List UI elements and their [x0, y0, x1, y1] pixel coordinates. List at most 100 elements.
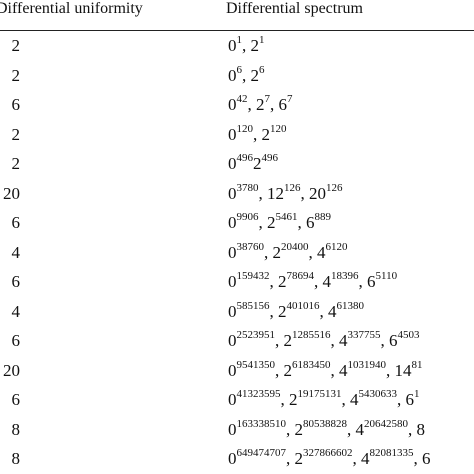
spectrum-exponent: 120 — [270, 122, 287, 135]
uniformity-cell: 8 — [11, 419, 21, 439]
spectrum-separator: , — [308, 242, 317, 262]
spectrum-base: 0 — [228, 154, 237, 173]
table-row: 2 0120, 2120 — [0, 120, 474, 149]
spectrum-exponent: 6 — [236, 63, 243, 76]
spectrum-cell: 0585156, 2401016, 461380 — [228, 300, 364, 324]
uniformity-cell: 2 — [11, 154, 21, 173]
spectrum-exponent: 9906 — [236, 211, 259, 223]
table-row: 8 0649474707, 2327866602, 482081335, 6 — [0, 444, 474, 473]
spectrum-separator: , — [413, 449, 422, 468]
spectrum-base: 6 — [405, 390, 415, 409]
spectrum-exponent: 20642580 — [364, 417, 408, 430]
spectrum-separator: , — [386, 360, 395, 380]
spectrum-exponent: 585156 — [236, 299, 270, 312]
spectrum-cell: 09906, 25461, 6889 — [228, 211, 331, 235]
spectrum-exponent: 2523951 — [236, 329, 276, 341]
spectrum-base: 0 — [228, 242, 237, 262]
spectrum-separator: , — [397, 390, 406, 409]
spectrum-base: 12 — [267, 183, 284, 203]
spectrum-exponent: 80538828 — [303, 417, 347, 430]
table-row: 2 06, 26 — [0, 61, 474, 90]
uniformity-cell: 6 — [11, 390, 21, 409]
spectrum-base: 0 — [228, 301, 237, 321]
spectrum-separator: , — [300, 183, 309, 203]
header-differential-uniformity: Differential uniformity — [0, 0, 143, 17]
spectrum-separator: , — [358, 272, 367, 291]
spectrum-separator: , — [330, 360, 339, 380]
spectrum-exponent: 126 — [284, 181, 301, 194]
spectrum-base: 2 — [294, 449, 304, 468]
table-row: 6 09906, 25461, 6889 — [0, 208, 474, 237]
spectrum-base: 6 — [422, 449, 431, 468]
spectrum-base: 20 — [309, 183, 326, 203]
spectrum-separator: , — [297, 213, 306, 232]
spectrum-exponent: 337755 — [347, 329, 381, 341]
spectrum-separator: , — [258, 213, 267, 232]
spectrum-exponent: 5110 — [375, 270, 398, 282]
spectrum-cell: 09541350, 26183450, 41031940, 1481 — [228, 359, 423, 383]
spectrum-separator: , — [380, 331, 389, 350]
spectrum-separator: , — [286, 419, 295, 439]
spectrum-separator: , — [341, 390, 350, 409]
spectrum-separator: , — [242, 65, 251, 85]
spectrum-exponent: 163338510 — [236, 417, 287, 430]
spectrum-base: 2 — [294, 419, 304, 439]
spectrum-cell: 02523951, 21285516, 4337755, 64503 — [228, 329, 420, 353]
uniformity-cell: 20 — [3, 183, 20, 203]
spectrum-separator: , — [269, 301, 278, 321]
spectrum-exponent: 41323595 — [236, 388, 281, 400]
spectrum-separator: , — [247, 95, 256, 114]
spectrum-base: 2 — [278, 301, 287, 321]
spectrum-exponent: 1285516 — [292, 329, 331, 341]
spectrum-cell: 03780, 12126, 20126 — [228, 182, 343, 206]
uniformity-cell: 8 — [11, 449, 21, 468]
spectrum-separator: , — [330, 331, 339, 350]
spectrum-base: 4 — [322, 272, 332, 291]
spectrum-exponent: 38760 — [236, 240, 265, 253]
spectrum-base: 0 — [228, 65, 237, 85]
uniformity-cell: 2 — [11, 36, 21, 55]
table-row: 20 09541350, 26183450, 41031940, 1481 — [0, 356, 474, 385]
spectrum-base: 6 — [389, 331, 398, 350]
spectrum-base: 4 — [350, 390, 359, 409]
spectrum-base: 0 — [228, 331, 237, 350]
spectrum-separator: , — [275, 331, 284, 350]
spectrum-separator: , — [352, 449, 361, 468]
spectrum-base: 2 — [278, 272, 287, 291]
spectrum-separator: , — [258, 183, 267, 203]
table-row: 6 02523951, 21285516, 4337755, 64503 — [0, 326, 474, 355]
spectrum-base: 2 — [283, 331, 293, 350]
table-header: Differential uniformity Differential spe… — [0, 0, 474, 31]
spectrum-base: 14 — [394, 360, 412, 380]
spectrum-exponent: 1 — [236, 34, 243, 46]
table-row: 2 04962496 — [0, 149, 474, 178]
spectrum-cell: 0163338510, 280538828, 420642580, 8 — [228, 418, 425, 442]
spectrum-cell: 06, 26 — [228, 64, 265, 88]
spectrum-exponent: 9541350 — [236, 358, 276, 371]
spectrum-exponent: 6183450 — [292, 358, 331, 371]
spectrum-separator: , — [253, 124, 262, 144]
spectrum-exponent: 7 — [264, 93, 271, 105]
spectrum-base: 0 — [228, 95, 237, 114]
spectrum-base: 0 — [228, 124, 237, 144]
spectrum-exponent: 5430633 — [358, 388, 398, 400]
spectrum-base: 6 — [367, 272, 376, 291]
spectrum-separator: , — [280, 390, 289, 409]
spectrum-cell: 01, 21 — [228, 34, 265, 58]
spectrum-exponent: 327866602 — [303, 447, 353, 459]
spectrum-exponent: 5461 — [275, 211, 298, 223]
spectrum-base: 0 — [228, 272, 237, 291]
spectrum-separator: , — [242, 36, 251, 55]
spectrum-exponent: 4503 — [397, 329, 420, 341]
spectrum-separator: , — [319, 301, 328, 321]
uniformity-cell: 2 — [11, 124, 21, 144]
spectrum-separator: , — [270, 95, 279, 114]
spectrum-separator: , — [269, 272, 278, 291]
spectrum-exponent: 496 — [261, 152, 279, 164]
uniformity-cell: 6 — [11, 95, 21, 114]
spectrum-cell: 041323595, 219175131, 45430633, 61 — [228, 388, 420, 412]
spectrum-exponent: 81 — [411, 358, 423, 371]
spectrum-base: 4 — [328, 301, 337, 321]
spectrum-cell: 0159432, 278694, 418396, 65110 — [228, 270, 397, 294]
table-row: 6 0159432, 278694, 418396, 65110 — [0, 267, 474, 296]
